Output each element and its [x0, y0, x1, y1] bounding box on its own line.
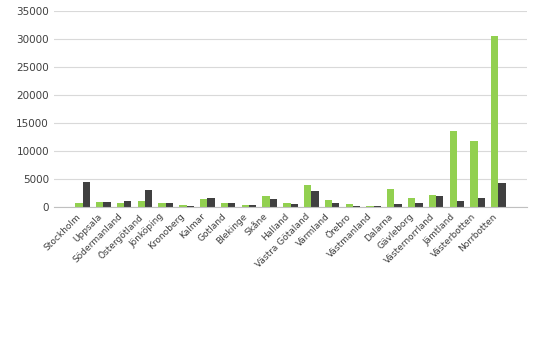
Bar [138, 201, 145, 207]
Bar [124, 201, 131, 207]
Bar [387, 188, 394, 207]
Bar [408, 197, 415, 207]
Bar [159, 202, 166, 207]
Bar [353, 206, 360, 207]
Bar [478, 198, 485, 207]
Bar [117, 202, 124, 207]
Bar [304, 185, 312, 207]
Bar [415, 202, 422, 207]
Bar [103, 202, 111, 207]
Bar [166, 202, 173, 207]
Bar [491, 36, 498, 207]
Legend: Land, Vatten: Land, Vatten [178, 354, 290, 357]
Bar [374, 206, 381, 207]
Bar [450, 131, 457, 207]
Bar [145, 190, 152, 207]
Bar [83, 182, 90, 207]
Bar [394, 204, 402, 207]
Bar [345, 204, 353, 207]
Bar [207, 197, 215, 207]
Bar [179, 205, 187, 207]
Bar [228, 203, 236, 207]
Bar [312, 191, 318, 207]
Bar [200, 198, 207, 207]
Bar [75, 203, 83, 207]
Bar [366, 206, 374, 207]
Bar [187, 206, 194, 207]
Bar [325, 200, 332, 207]
Bar [291, 204, 298, 207]
Bar [332, 202, 339, 207]
Bar [470, 141, 478, 207]
Bar [429, 195, 436, 207]
Bar [96, 202, 103, 207]
Bar [457, 201, 464, 207]
Bar [498, 183, 506, 207]
Bar [242, 205, 249, 207]
Bar [221, 203, 228, 207]
Bar [263, 196, 270, 207]
Bar [283, 203, 291, 207]
Bar [436, 196, 443, 207]
Bar [249, 205, 256, 207]
Bar [270, 199, 277, 207]
